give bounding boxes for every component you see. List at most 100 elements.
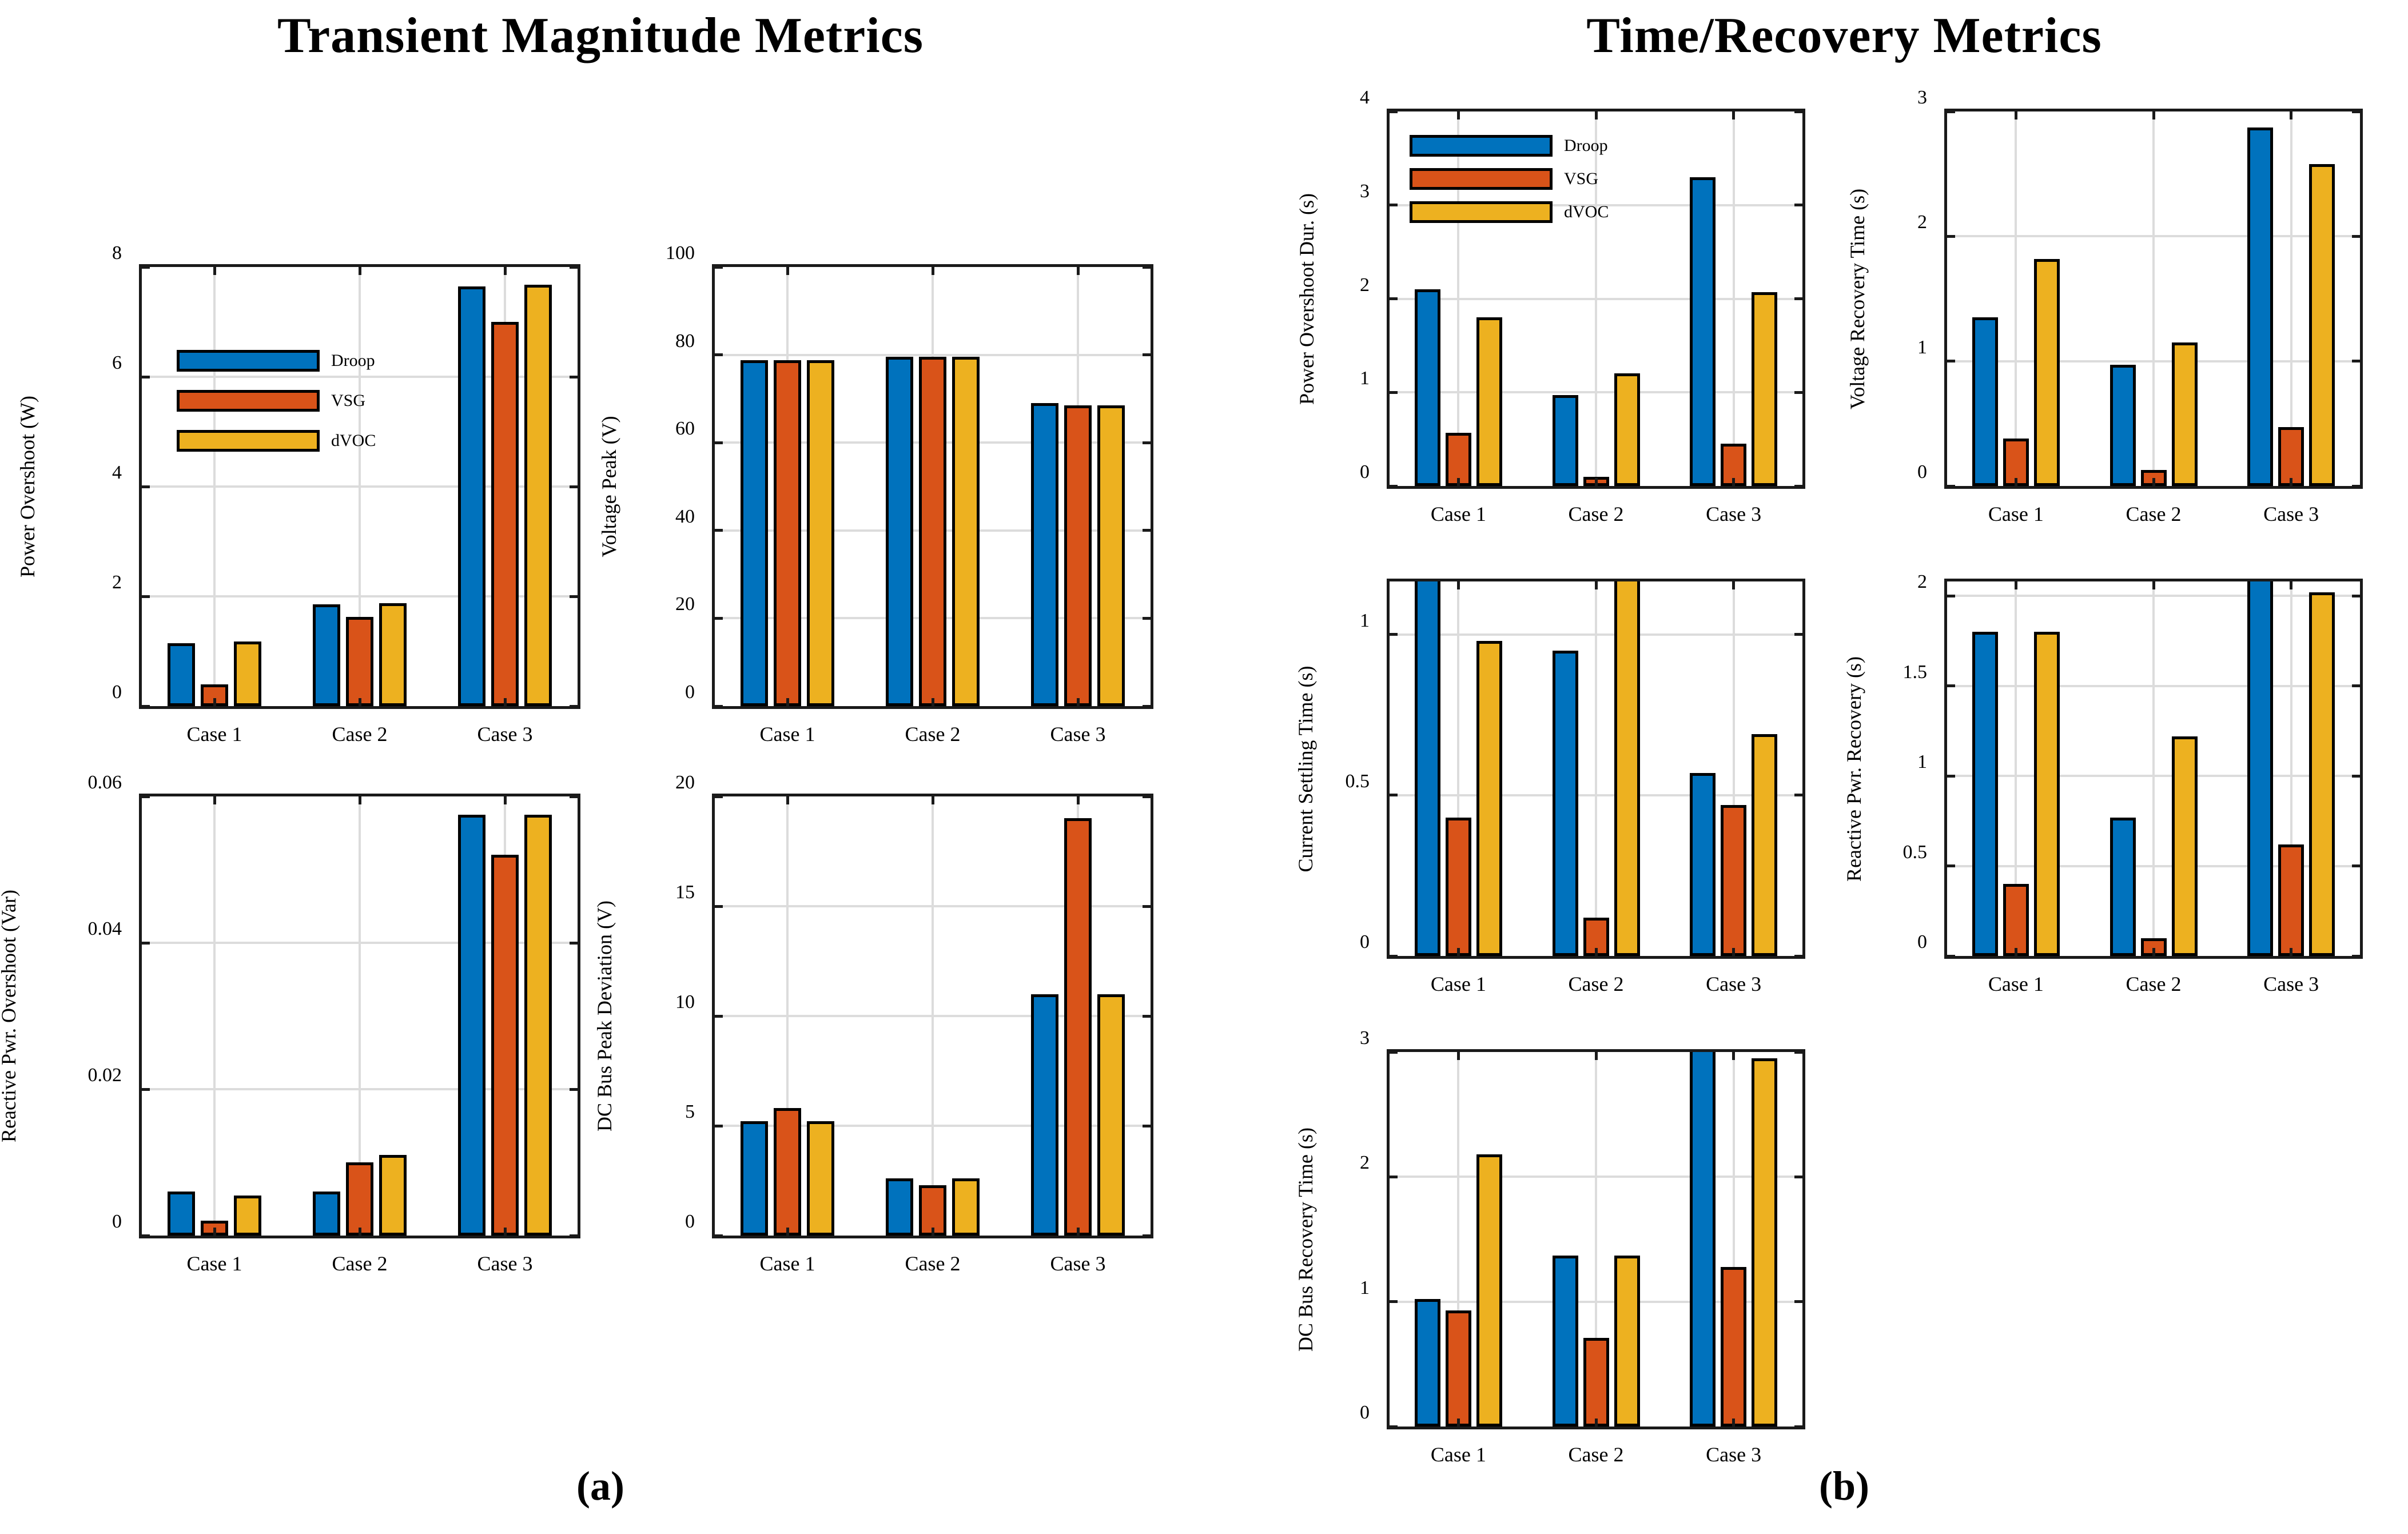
xtick-mark [2290,478,2293,486]
ytick-mark [1794,484,1802,486]
bar-a1-case1-dvoc [234,642,261,706]
chart-b4: 0 0.5 1 1.5 2 Case 1 Case 2 Case 3 Reactive Pwr.… [1796,544,2397,999]
bar-b4-case3-dvoc [2309,592,2335,956]
axes-area-a1: Droop VSG dVOC 0 2 4 6 8 Case 1 Case 2 Case 3 Power… [16,244,580,744]
xtick-mark [2014,111,2017,119]
legend-swatch-droop [177,350,320,372]
axes-area-b4: 0 0.5 1 1.5 2 Case 1 Case 2 Case 3 Reactive Pwr.… [1842,572,2363,994]
y-axis-label: Voltage Recovery Time (s) [1846,188,1869,409]
y-axis-label: Reactive Pwr. Recovery (s) [1842,656,1865,882]
bar-b5-case3-vsg [1721,1267,1747,1427]
x-tick-label: Case 3 [1050,723,1106,746]
ytick-mark [1794,633,1802,636]
ytick-mark [570,375,578,378]
ytick-mark [2352,684,2360,688]
xtick-mark [1732,478,1736,486]
xtick-mark [1076,698,1080,706]
ytick-mark [1390,633,1398,636]
axes-area-b2: 0 1 2 3 Case 1 Case 2 Case 3 Voltage Recovery T… [1846,88,2363,524]
gridline-x-2 [1595,581,1597,956]
bar-a4-case1-vsg [774,1108,801,1236]
y-axis-label: Current Settling Time (s) [1294,665,1317,872]
plot-axes [1387,579,1805,959]
legend-swatch-dvoc [1410,201,1553,223]
y-tick-label: 2 [112,572,122,593]
bar-b4-case1-droop [1972,632,1998,956]
bar-b4-case2-dvoc [2171,736,2198,956]
x-tick-label: Case 2 [905,1252,961,1275]
bar-b2-case3-dvoc [2309,164,2335,486]
xtick-mark [1456,581,1460,589]
ytick-mark [715,441,723,444]
bar-b3-case2-droop [1552,651,1578,956]
plot-axes: Droop VSG dVOC [1387,109,1805,489]
ytick-mark [2352,484,2360,486]
xtick-mark [2152,478,2155,486]
gridline-x-1 [2015,111,2017,486]
y-tick-label: 1 [1917,751,1927,773]
ytick-mark [1794,1300,1802,1304]
ytick-mark [570,267,578,269]
xtick-mark [2152,581,2155,589]
bar-a3-case3-dvoc [524,815,552,1236]
gridline-x-3 [1732,1052,1735,1427]
bar-a4-case2-dvoc [952,1178,980,1236]
bar-a2-case1-droop [741,360,768,706]
ytick-mark [1390,111,1398,113]
chart-a2: 0 20 40 60 80 100 Case 1 Case 2 Case 3 Voltage Pe… [563,230,1188,749]
ytick-mark [1947,684,1955,688]
x-tick-label: Case 3 [1050,1252,1106,1275]
chart-b1: Droop VSG dVOC 0 1 2 3 4 Case 1 Case 2 Case 3 Power… [1238,74,1840,529]
xtick-mark [1732,111,1736,119]
y-tick-label: 5 [685,1101,695,1122]
ytick-mark [2352,774,2360,778]
xtick-mark [1076,1228,1080,1236]
x-tick-label: Case 2 [332,723,388,746]
x-tick-label: Case 3 [1706,973,1762,995]
bar-b1-case3-droop [1690,177,1716,486]
bar-b1-case1-droop [1414,289,1440,486]
x-tick-label: Case 1 [186,723,242,746]
bar-b3-case1-vsg [1445,818,1471,956]
ytick-mark [715,267,723,269]
y-tick-label: 0 [1917,931,1927,953]
y-axis-label: Reactive Pwr. Overshoot (Var) [0,890,20,1142]
y-tick-label: 20 [675,772,695,793]
plot-axes [1944,109,2363,489]
x-tick-label: Case 2 [2126,503,2182,525]
bar-a2-case2-dvoc [952,357,980,706]
xtick-mark [931,1228,934,1236]
xtick-mark [1456,948,1460,956]
bar-b1-case2-droop [1552,395,1578,486]
legend-label-droop: Droop [331,351,375,370]
ytick-mark [2352,954,2360,956]
bar-a3-case1-dvoc [234,1196,261,1236]
x-tick-label: Case 1 [759,723,815,746]
plot-axes [1387,1049,1805,1429]
x-tick-label: Case 3 [1706,503,1762,525]
ytick-mark [142,1087,150,1091]
bar-a2-case3-dvoc [1097,405,1125,706]
gridline-x-3 [2290,111,2292,486]
ytick-mark [570,485,578,488]
y-tick-label: 0.5 [1345,770,1370,792]
y-tick-label: 3 [1360,180,1370,202]
chart-b2: 0 1 2 3 Case 1 Case 2 Case 3 Voltage Recovery T… [1796,74,2397,529]
x-tick-label: Case 3 [477,723,533,746]
y-tick-label: 1.5 [1902,661,1928,683]
ytick-mark [1947,484,1955,486]
bar-a4-case2-vsg [919,1185,946,1236]
axes-area-a4: 0 5 10 15 20 Case 1 Case 2 Case 3 DC Bus Peak De… [593,773,1153,1274]
bar-a1-case3-vsg [491,322,519,706]
xtick-mark [931,796,934,804]
bar-a1-case3-dvoc [524,285,552,706]
xtick-mark [1456,1052,1460,1060]
gridline-x-1 [1457,111,1460,486]
xtick-mark [1732,948,1736,956]
ytick-mark [715,353,723,357]
ytick-mark [715,796,723,798]
xtick-mark [1076,267,1080,275]
y-tick-label: 2 [1360,1152,1370,1174]
ytick-mark [142,1234,150,1236]
